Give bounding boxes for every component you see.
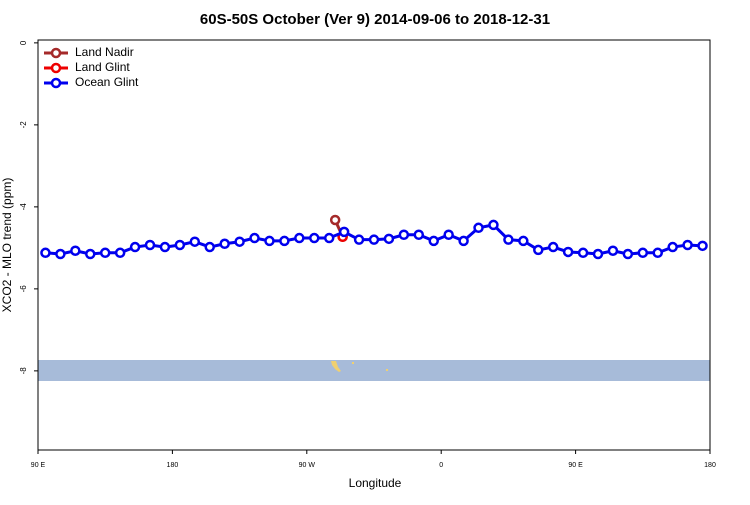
point (70, 245, 81, 256)
point (99, 247, 111, 259)
legend-label: Land Glint (75, 60, 130, 74)
x-tick-label: 180 (167, 462, 179, 469)
land-patch (352, 362, 354, 364)
point (219, 238, 230, 250)
legend-marker (50, 62, 62, 74)
x-tick-label: 90 W (299, 462, 316, 469)
point (577, 247, 589, 259)
x-tick-label: 90 E (568, 462, 583, 469)
point (637, 247, 649, 259)
point (294, 232, 305, 244)
point (383, 233, 395, 245)
x-axis-label: Longitude (349, 476, 402, 490)
x-tick-label: 0 (439, 462, 443, 469)
y-tick-label: -2 (19, 121, 28, 129)
plot-frame (37, 39, 711, 451)
point (547, 241, 559, 253)
point (55, 248, 66, 260)
map-strip (38, 360, 710, 381)
legend-label: Ocean Glint (75, 75, 139, 89)
point (174, 239, 186, 251)
point (503, 234, 514, 245)
point (329, 214, 341, 226)
point (473, 222, 484, 234)
point (413, 229, 425, 240)
legend-label: Land Nadir (75, 45, 134, 59)
point (159, 241, 171, 253)
point (398, 229, 410, 240)
legend-marker (50, 77, 62, 89)
point (353, 234, 365, 245)
x-tick-label: 180 (704, 462, 716, 469)
point (562, 246, 574, 258)
point (144, 239, 156, 251)
point (114, 247, 126, 259)
point (338, 226, 350, 238)
point (518, 235, 529, 247)
point (323, 232, 335, 244)
point (533, 244, 544, 256)
chart-title: 60S-50S October (Ver 9) 2014-09-06 to 20… (200, 11, 550, 28)
point (85, 248, 96, 260)
point (204, 241, 215, 253)
y-tick-label: -4 (19, 203, 28, 211)
point (249, 232, 260, 244)
point (234, 236, 245, 247)
point (428, 235, 439, 247)
y-axis-label: XCO2 - MLO trend (ppm) (0, 178, 14, 313)
point (368, 234, 380, 245)
point (264, 235, 275, 247)
land-patch (331, 361, 341, 372)
point (652, 247, 663, 259)
point (458, 235, 469, 247)
point (189, 236, 201, 247)
land-patch (386, 369, 388, 371)
y-tick-label: -6 (19, 285, 28, 293)
point (592, 248, 604, 260)
legend-marker (50, 47, 62, 59)
point (279, 235, 290, 247)
y-tick-label: 0 (19, 40, 28, 45)
point (443, 229, 454, 240)
point (309, 232, 320, 244)
point (129, 241, 141, 253)
point (488, 219, 499, 231)
point (607, 245, 619, 256)
x-tick-label: 90 E (31, 462, 46, 469)
y-tick-label: -8 (19, 367, 28, 375)
point (682, 239, 693, 251)
point (622, 248, 634, 260)
point (40, 247, 51, 259)
point (697, 240, 708, 252)
point (667, 241, 678, 253)
